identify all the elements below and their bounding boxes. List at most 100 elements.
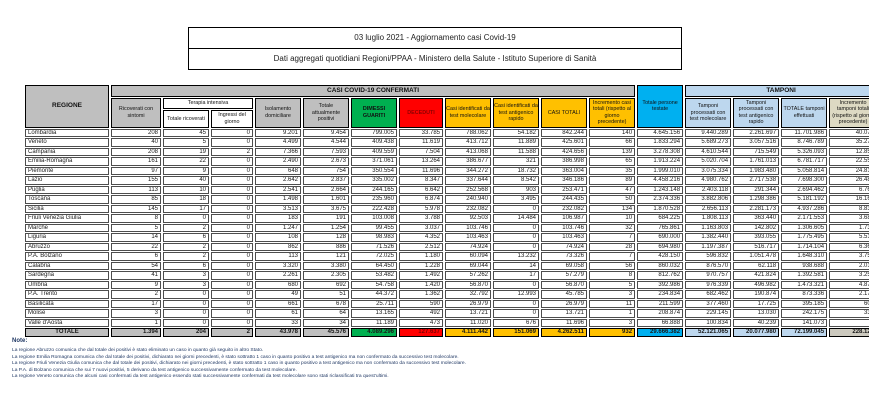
table-cell: 6.781.717 [781,157,828,166]
total-cell: 52.121.065 [685,328,732,337]
table-cell: 424.656 [541,147,587,157]
table-cell: 600 [829,299,869,309]
table-row: P.A. Bolzano 6 2 0 113 121 72.025 1.180 … [25,252,869,261]
table-cell: 1.808.113 [685,214,732,223]
table-cell: 4.872 [829,280,869,290]
band-casi-confermati: CASI COVID-19 CONFERMATI [111,85,636,97]
table-cell: 234.834 [637,290,684,299]
table-cell: 413.712 [445,138,491,147]
table-cell: 0 [211,195,253,204]
table-cell: 2 [163,223,209,233]
table-cell: 17 [163,204,209,214]
table-cell: 97 [111,166,161,176]
table-cell: 1.163.803 [685,223,732,233]
total-cell: 4.111.442 [445,328,491,337]
table-cell: 2.374.336 [637,195,684,204]
table-cell: 26.979 [541,299,587,309]
col-header-regione: REGIONE [25,85,109,128]
region-name: Molise [25,309,109,318]
table-cell: 3.380 [303,261,349,271]
table-row: Sardegna 41 3 0 2.261 2.305 53.482 1.492… [25,271,869,280]
table-cell: 9.454 [303,128,349,138]
table-cell: 333 [829,309,869,318]
table-cell: 0 [493,309,539,318]
table-cell: 103.463 [541,233,587,242]
table-cell: 2.664 [303,185,349,195]
table-cell: 676 [493,318,539,328]
table-cell: 8.746.789 [781,138,828,147]
table-cell: 392.986 [637,280,684,290]
table-cell: 50 [589,195,636,204]
table-cell: 8.832 [829,204,869,214]
table-cell: 240.940 [445,195,491,204]
table-cell: 5.689.273 [685,138,732,147]
table-cell: 799.005 [351,128,397,138]
table-cell: 108 [255,233,301,242]
table-row: Lombardia 208 45 0 9.201 9.454 799.005 3… [25,128,869,138]
table-cell: 5.978 [399,204,443,214]
table-row: Abruzzo 22 2 0 862 886 71.526 2.512 74.9… [25,242,869,252]
table-cell: 0 [211,233,253,242]
table-cell: 32 [589,223,636,233]
table-cell: 98.983 [351,233,397,242]
table-cell: 5.181.192 [781,195,828,204]
table-cell: 0 [211,271,253,280]
table-cell: 44.372 [351,290,397,299]
table-cell: 1.051.478 [733,252,780,261]
table-cell: 244.435 [541,195,587,204]
table-cell: 409.559 [351,147,397,157]
table-cell: 13.165 [351,309,397,318]
table-cell: 18.732 [493,166,539,176]
col-header-incremento-casi: Incremento casi totali (rispetto al gior… [589,97,636,128]
table-cell: 66.888 [637,318,684,328]
table-cell: 35.279 [829,138,869,147]
table-cell: 6 [111,252,161,261]
table-cell: 57.279 [541,271,587,280]
total-cell-deceduti: 127.637 [399,328,443,337]
table-cell: 40 [163,176,209,185]
table-cell: 4.458.216 [637,176,684,185]
table-row: Friuli Venezia Giulia 8 0 0 183 191 103.… [25,214,869,223]
table-cell: 1 [589,309,636,318]
region-name: Marche [25,223,109,233]
table-cell: 1.492 [399,271,443,280]
table-cell: 113 [111,185,161,195]
table-cell: 62.118 [733,261,780,271]
table-cell: 6.642 [399,185,443,195]
table-cell: 2.541 [255,185,301,195]
table-cell: 141.073 [781,318,828,328]
table-cell: 3 [163,280,209,290]
notes-label: Note: [12,338,28,344]
table-cell: 516.717 [733,242,780,252]
table-cell: 1.228 [399,261,443,271]
table-cell: 421.824 [733,271,780,280]
table-cell: 232.082 [541,204,587,214]
region-name: Emilia-Romagna [25,157,109,166]
table-cell: 106.987 [541,214,587,223]
table-cell: 873.336 [781,290,828,299]
table-row: Marche 5 2 0 1.247 1.254 99.455 3.037 10… [25,223,869,233]
table-cell: 1.247 [255,223,301,233]
col-header-totale-tamponi: TOTALE tamponi effettuati [781,97,828,128]
table-cell: 3.057.516 [733,138,780,147]
table-cell: 13.721 [445,309,491,318]
region-name: Campania [25,147,109,157]
table-cell: 0 [211,280,253,290]
table-cell: 335.002 [351,176,397,185]
table-cell: 1.498 [255,195,301,204]
table-cell: 5.326.093 [781,147,828,157]
table-cell: 69.058 [541,261,587,271]
total-cell: 204 [163,328,209,337]
table-cell: 134 [589,204,636,214]
col-header-dimessi-guariti: DIMESSI GUARITI [351,97,397,128]
table-cell: 344.272 [445,166,491,176]
table-cell: 161 [111,157,161,166]
report-header-box: 03 luglio 2021 - Aggiornamento casi Covi… [188,27,682,70]
table-cell: 1.306.605 [781,223,828,233]
table-cell: 0 [211,223,253,233]
table-cell: 28 [589,242,636,252]
total-cell: 932 [589,328,636,337]
table-cell: 1.999.010 [637,166,684,176]
table-cell: 22 [111,242,161,252]
table-cell: 371.061 [351,157,397,166]
